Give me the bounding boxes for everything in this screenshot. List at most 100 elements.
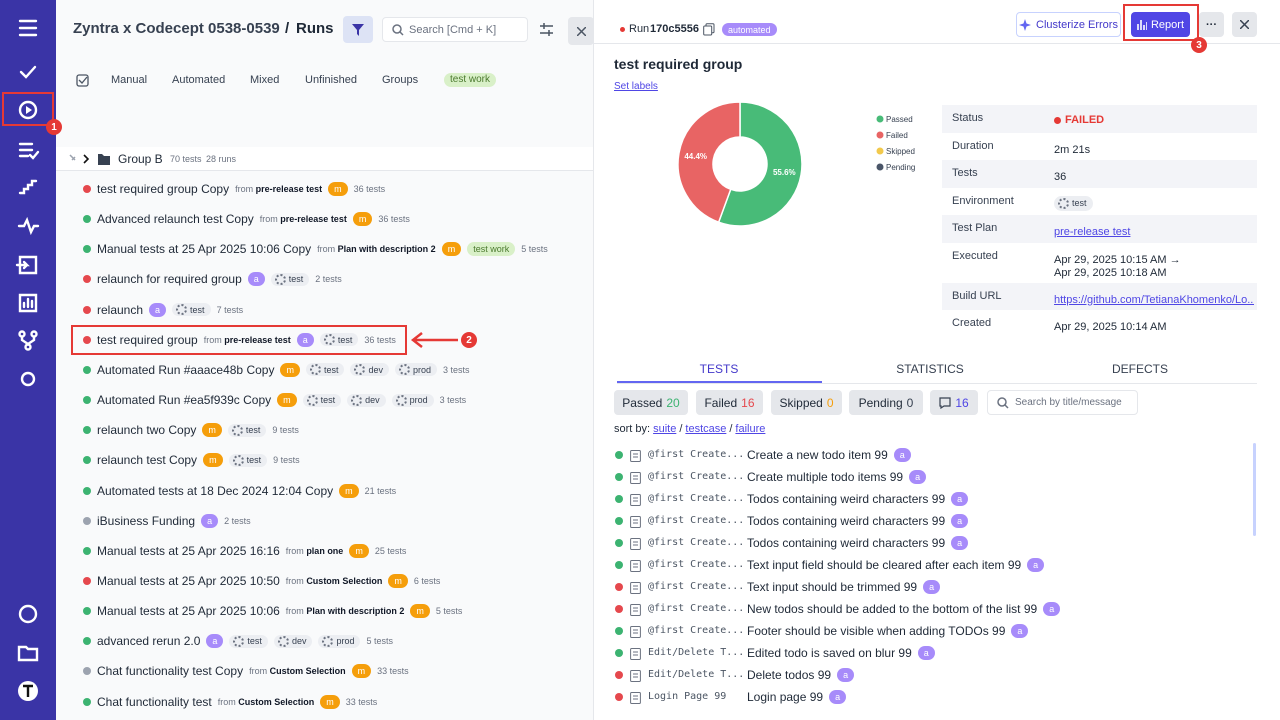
sort-option[interactable]: failure [735,423,766,435]
filter-tab[interactable]: test work [444,73,497,87]
group-row[interactable]: Group B 70 tests 28 runs [56,147,593,171]
annotation-number: 1 [46,119,62,135]
filter-tab[interactable]: Groups [382,74,419,86]
count-chip[interactable]: Skipped 0 [771,390,842,415]
testcase-icon [630,648,641,660]
tab[interactable]: STATISTICS [896,362,964,376]
run-badge: m [351,664,372,679]
status-dot [615,583,623,591]
run-row[interactable]: relaunch a test 7 tests [83,300,243,320]
detail-label: Duration [952,139,994,152]
test-row[interactable]: Create multiple todo items 99 a [747,467,927,487]
sort-separator: / [729,423,733,435]
detail-label: Environment [952,194,1014,207]
detail-value[interactable]: pre-release test [1054,226,1131,238]
copy-icon[interactable] [703,23,715,36]
status-dot [615,627,623,635]
test-row[interactable]: Login page 99 a [747,687,847,707]
run-row[interactable]: Manual tests at 25 Apr 2025 10:06 from Pl… [83,601,462,621]
run-row[interactable]: relaunch test Copy m test 9 tests [83,450,300,470]
run-row[interactable]: Automated tests at 18 Dec 2024 12:04 Cop… [83,481,396,501]
run-row[interactable]: Manual tests at 25 Apr 2025 16:16 from pl… [83,541,406,561]
status-dot [615,495,623,503]
detail-label: Created [952,316,992,329]
run-row[interactable]: test required group from pre-release test… [83,330,396,350]
run-row[interactable]: Automated Run #aaace48b Copy m test dev prod… [83,360,470,380]
test-row[interactable]: Create a new todo item 99 a [747,445,911,465]
run-row[interactable]: Automated Run #ea5f939c Copy m test dev prod… [83,390,466,410]
run-row[interactable]: test required group Copy from pre-release… [83,179,385,199]
run-row[interactable]: advanced rerun 2.0 a test dev prod 5 tests [83,631,393,651]
tab[interactable]: DEFECTS [1111,362,1168,376]
run-source: from Custom Selection [249,666,346,676]
run-row[interactable]: relaunch for required group a test 2 tests [83,269,342,289]
testcase-icon [630,450,641,462]
run-row[interactable]: relaunch two Copy m test 9 tests [83,420,299,440]
collapse-button[interactable] [568,17,594,45]
run-title: Manual tests at 25 Apr 2025 10:06 Copy [97,242,312,257]
settings-icon[interactable] [540,23,553,36]
status-dot [83,516,91,525]
count-chip[interactable]: Passed 20 [614,390,688,415]
suite-name: @first Create... [648,493,745,504]
tab[interactable]: TESTS [699,362,739,376]
run-source: from plan one [286,546,344,556]
test-row[interactable]: Text input field should be cleared after… [747,555,1045,575]
test-count: 36 tests [378,214,410,225]
from-label: from [285,575,304,586]
more-button[interactable]: ··· [1199,12,1224,37]
run-row[interactable]: Chat functionality test Copy from Custom … [83,661,409,681]
filter-button[interactable] [343,16,373,43]
filter-tab[interactable]: Automated [172,74,226,86]
test-title: Edited todo is saved on blur 99 [747,646,912,660]
clusterize-button[interactable]: Clusterize Errors [1016,12,1121,37]
filter-tab[interactable]: Unfinished [305,74,357,86]
env-tag: test [302,393,342,407]
comments-chip[interactable]: 16 [930,390,978,415]
test-search[interactable]: Search by title/message [987,390,1138,415]
report-button[interactable]: Report [1131,12,1190,37]
filter-tab[interactable]: Mixed [250,74,280,86]
test-row[interactable]: Edited todo is saved on blur 99 a [747,643,935,663]
set-labels-link[interactable]: Set labels [614,81,658,92]
status-dot [1054,117,1061,124]
testcase-icon [630,582,641,594]
sort-option[interactable]: testcase [685,423,727,435]
test-row[interactable]: Text input should be trimmed 99 a [747,577,941,597]
test-count: 33 tests [377,666,409,677]
run-row[interactable]: Manual tests at 25 Apr 2025 10:50 from Cu… [83,571,440,591]
test-row[interactable]: Footer should be visible when adding TOD… [747,621,1029,641]
detail-value[interactable]: https://github.com/TetianaKhomenko/Lo... [1054,293,1254,306]
project-title[interactable]: Zyntra x Codecept 0538-0539 [73,20,280,37]
filter-tab[interactable]: Manual [111,74,148,86]
test-badge: a [909,470,927,484]
run-badge: m [328,182,348,196]
count-chip[interactable]: Failed 16 [696,390,763,415]
status-dot [615,451,623,459]
run-row[interactable]: Manual tests at 25 Apr 2025 10:06 Copy fr… [83,239,548,259]
run-row[interactable]: iBusiness Funding a 2 tests [83,511,251,531]
close-button[interactable] [1232,12,1257,37]
run-badge: a [201,513,219,528]
env-tag: test [172,303,211,317]
scrollbar [1253,443,1256,536]
sort-option[interactable]: suite [653,423,677,435]
test-row[interactable]: Todos containing weird characters 99 a [747,511,969,531]
test-row[interactable]: Todos containing weird characters 99 a [747,489,969,509]
test-row[interactable]: New todos should be added to the bottom … [747,599,1061,619]
search-box[interactable]: Search [Cmd + K] [382,17,528,42]
status-dot [615,605,623,613]
test-badge: a [1043,602,1061,616]
status-dot [615,649,623,657]
testcase-icon [630,516,641,528]
test-row[interactable]: Delete todos 99 a [747,665,855,685]
select-icon[interactable] [76,74,89,87]
run-row[interactable]: Advanced relaunch test Copy from pre-rele… [83,209,410,229]
run-row[interactable]: Chat functionality test from Custom Selec… [83,692,377,712]
test-count: 6 tests [413,575,441,586]
test-row[interactable]: Todos containing weird characters 99 a [747,533,969,553]
run-source: from Custom Selection [218,697,315,707]
test-count: 2 tests [315,274,342,285]
test-title: Todos containing weird characters 99 [747,536,946,550]
count-chip[interactable]: Pending 0 [849,390,923,415]
